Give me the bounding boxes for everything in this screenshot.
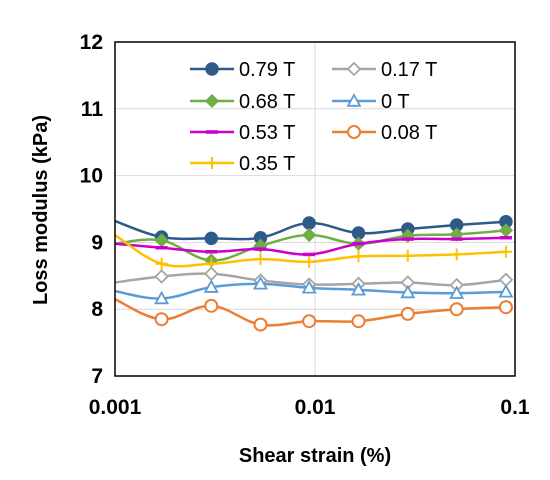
y-tick-label: 9 [91, 231, 103, 254]
legend-item-0-68-t: 0.68 T [190, 91, 295, 113]
ticks-layer: 7 8 9 10 11 12 0.001 0.01 0.1 [80, 31, 530, 419]
data-point-0-t [154, 290, 170, 305]
legend-marker [347, 125, 361, 139]
y-tick-label: 11 [81, 98, 104, 121]
data-point-0-t [400, 284, 416, 299]
legend-marker [346, 93, 362, 107]
data-point-0-17-t [154, 269, 169, 284]
x-tick-label: 0.01 [295, 396, 336, 419]
data-point-0-35-t [450, 248, 463, 261]
series-0-t [114, 275, 514, 305]
series-0-08-t [114, 298, 513, 332]
data-point-0-68-t [302, 227, 317, 243]
data-point-0-17-t [204, 266, 219, 282]
grid-layer [114, 41, 516, 377]
legend-item-0-79-t: 0.79 T [190, 59, 295, 81]
legend-label: 0.35 T [239, 153, 295, 175]
data-point-0-t [498, 283, 514, 298]
data-point-0-35-t [499, 245, 512, 258]
legend-label: 0.53 T [239, 122, 295, 144]
data-point-0-35-t [352, 250, 365, 263]
data-point-0-08-t [253, 317, 268, 332]
series-layer [114, 214, 514, 332]
data-point-0-35-t [254, 253, 267, 266]
legend-item-0-t: 0 T [332, 91, 410, 113]
data-point-0-08-t [400, 306, 415, 321]
y-tick-label: 10 [80, 165, 103, 188]
data-point-0-08-t [498, 300, 513, 315]
data-point-0-t [301, 279, 317, 294]
legend-marker [206, 157, 218, 169]
data-point-0-08-t [154, 312, 169, 327]
data-point-0-35-t [401, 249, 414, 262]
data-point-0-t [203, 279, 219, 293]
data-point-0-35-t [155, 257, 168, 270]
data-point-0-08-t [204, 298, 219, 313]
data-point-0-79-t [204, 231, 219, 246]
y-tick-label: 8 [91, 298, 103, 321]
y-axis-title: Loss modulus (kPa) [30, 115, 52, 305]
data-point-0-08-t [302, 314, 317, 329]
series-0-68-t [114, 223, 514, 268]
series-0-35-t [114, 233, 512, 270]
legend-item-0-08-t: 0.08 T [332, 122, 437, 144]
legend-marker [346, 61, 362, 77]
x-tick-label: 0.1 [500, 396, 530, 419]
axes-layer [114, 41, 516, 377]
data-point-0-08-t [351, 314, 366, 329]
legend-label: 0 T [381, 91, 410, 113]
legend-marker [204, 93, 220, 109]
legend-marker [205, 62, 219, 76]
plot-frame [114, 41, 516, 377]
data-point-0-t [449, 285, 465, 299]
x-axis-title: Shear strain (%) [239, 445, 391, 467]
data-point-0-t [252, 275, 269, 290]
data-point-0-79-t [302, 216, 316, 230]
legend-item-0-17-t: 0.17 T [332, 59, 437, 81]
y-tick-label: 12 [80, 31, 103, 54]
legend-label: 0.68 T [239, 91, 295, 113]
legend-label: 0.79 T [239, 59, 295, 81]
x-tick-label: 0.001 [89, 396, 142, 419]
legend-item-0-53-t: 0.53 T [190, 122, 295, 144]
data-point-0-08-t [449, 302, 464, 317]
legend: 0.79 T 0.17 T 0.68 T 0 T 0.53 T 0.08 T 0.35 T [190, 59, 437, 175]
data-point-0-t [350, 281, 367, 296]
legend-label: 0.08 T [381, 122, 437, 144]
legend-label: 0.17 T [381, 59, 437, 81]
series-0-53-t [114, 235, 512, 257]
y-tick-label: 7 [91, 365, 103, 388]
data-point-0-35-t [303, 255, 316, 268]
legend-item-0-35-t: 0.35 T [190, 153, 295, 175]
